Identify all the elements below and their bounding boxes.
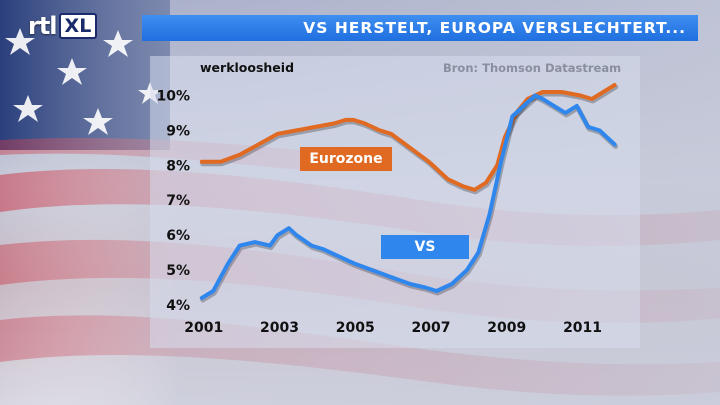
y-tick-label: 9% <box>166 123 190 139</box>
channel-logo-text: rtl <box>28 12 58 40</box>
chart-subtitle: werkloosheid <box>200 60 295 75</box>
headline-bar: VS HERSTELT, EUROPA VERSLECHTERT... <box>142 15 698 41</box>
headline: VS HERSTELT, EUROPA VERSLECHTERT... <box>303 19 686 37</box>
x-tick-label: 2003 <box>260 320 299 336</box>
x-tick-label: 2007 <box>412 320 451 336</box>
y-tick-label: 7% <box>166 193 190 209</box>
x-tick-label: 2009 <box>487 320 526 336</box>
chart-panel <box>150 56 640 348</box>
series-label-vs: VS <box>381 235 469 259</box>
chart-source: Bron: Thomson Datastream <box>443 61 622 75</box>
series-label-eurozone: Eurozone <box>300 147 392 171</box>
channel-logo-badge: XL <box>58 13 98 39</box>
channel-logo: rtl XL <box>28 12 98 40</box>
vs-line <box>199 93 617 300</box>
vs-line-shadow <box>200 95 619 303</box>
x-tick-label: 2011 <box>563 320 602 336</box>
y-tick-label: 5% <box>166 263 190 279</box>
y-tick-label: 6% <box>166 228 190 244</box>
y-tick-label: 4% <box>166 298 190 314</box>
y-tick-label: 10% <box>156 88 190 104</box>
x-tick-label: 2001 <box>184 320 223 336</box>
y-tick-label: 8% <box>166 158 190 174</box>
eurozone-line <box>199 83 617 192</box>
x-tick-label: 2005 <box>336 320 375 336</box>
